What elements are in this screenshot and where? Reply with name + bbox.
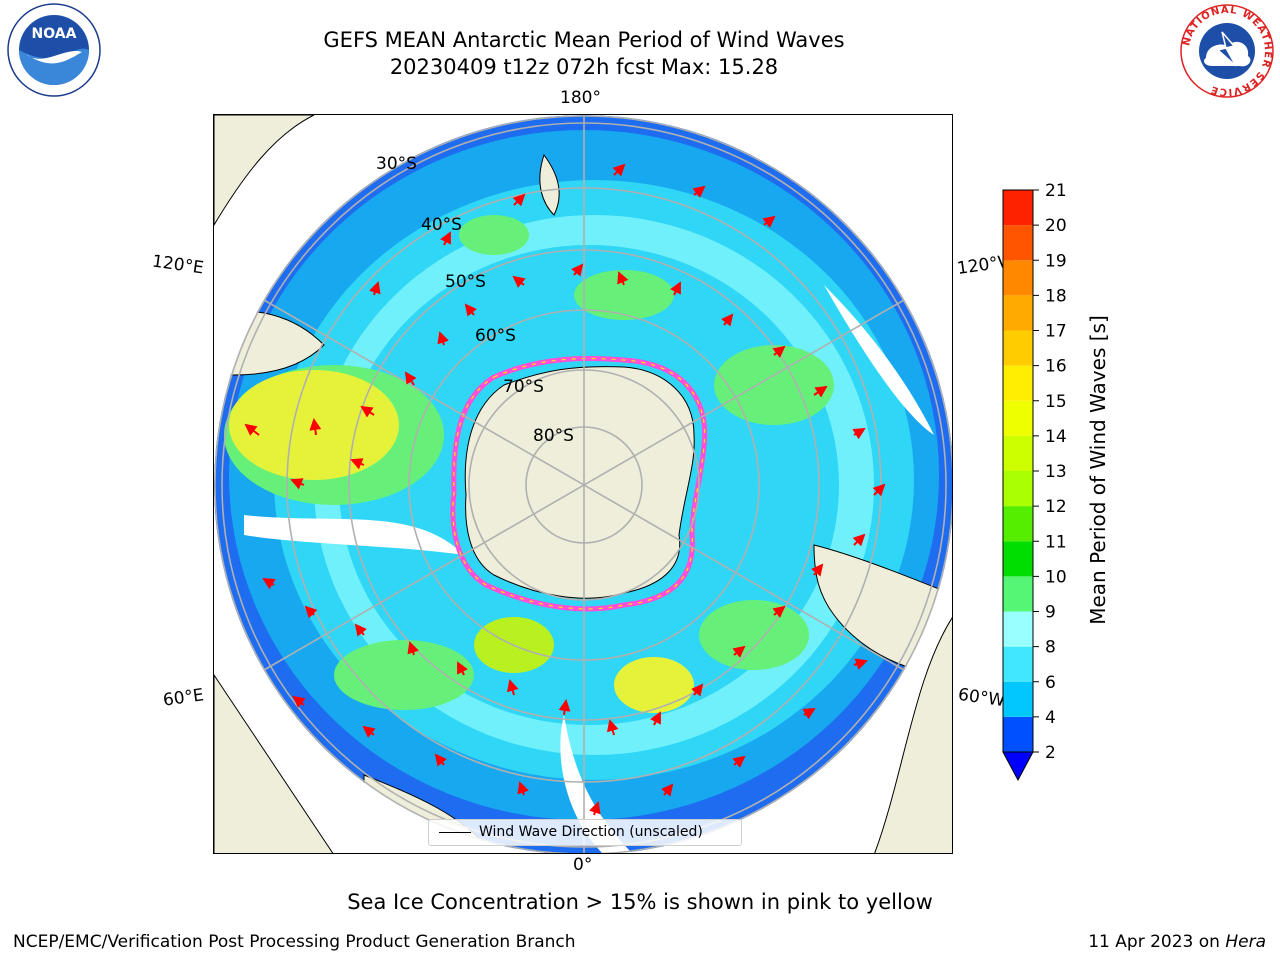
nws-logo: NATIONAL WEATHER SERVICE: [1180, 4, 1274, 98]
svg-text:NOAA: NOAA: [32, 26, 77, 42]
colorbar-swatch: [1003, 506, 1033, 542]
wind-wave-arrows: [244, 163, 886, 816]
colorbar-tick-label: 2: [1045, 743, 1056, 763]
colorbar-swatch: [1003, 400, 1033, 436]
footer-right: 11 Apr 2023 on Hera: [1088, 932, 1266, 952]
colorbar-ticks: 2 4 6 8 9 10 11 12 13 14 15 16 17 18 19 20 21: [1033, 181, 1067, 763]
lat-label-80: 80°S: [533, 426, 574, 446]
lon-label-top: 180°: [560, 88, 601, 108]
colorbar-tick-label: 11: [1045, 532, 1067, 552]
colorbar: 2 4 6 8 9 10 11 12 13 14 15 16 17 18 19 20 21: [1002, 181, 1067, 782]
land-corner-tl: [214, 115, 315, 226]
meridians: [263, 115, 905, 853]
colorbar-tick-label: 15: [1045, 392, 1067, 412]
colorbar-tick-label: 20: [1045, 216, 1067, 236]
colorbar-title: Mean Period of Wind Waves [s]: [1086, 315, 1110, 625]
footer-date: 11 Apr 2023 on: [1088, 932, 1220, 952]
colorbar-tick-label: 14: [1045, 427, 1067, 447]
sea-ice-note: Sea Ice Concentration > 15% is shown in …: [347, 890, 933, 914]
footer-machine: Hera: [1225, 932, 1266, 952]
new-zealand: [539, 153, 560, 216]
lon-label-upper-left: 120°E: [150, 251, 205, 279]
colorbar-tick-label: 21: [1045, 181, 1067, 201]
lon-label-bottom: 0°: [573, 855, 593, 875]
colorbar-tick-label: 9: [1045, 603, 1056, 623]
colorbar-extend-arrow: [1002, 751, 1034, 782]
colorbar-tick-label: 17: [1045, 322, 1067, 342]
colorbar-swatch: [1003, 471, 1033, 507]
legend-label: Wind Wave Direction (unscaled): [479, 824, 703, 840]
colorbar-tick-label: 19: [1045, 251, 1067, 271]
colorbar-tick-label: 10: [1045, 567, 1067, 587]
colorbar-swatch: [1003, 576, 1033, 612]
colorbar-swatches: [1002, 189, 1034, 782]
noaa-logo: NOAA: [7, 3, 101, 97]
colorbar-swatch: [1003, 435, 1033, 471]
colorbar-swatch: [1003, 681, 1033, 717]
colorbar-swatch: [1003, 716, 1033, 752]
land-corner-br: [874, 617, 952, 853]
colorbar-swatch: [1003, 295, 1033, 331]
lat-label-40: 40°S: [421, 215, 462, 235]
colorbar-tick-label: 12: [1045, 497, 1067, 517]
chart-title: GEFS MEAN Antarctic Mean Period of Wind …: [323, 28, 845, 52]
polar-map: 30°S 40°S 50°S 60°S 70°S 80°S Wind Wave …: [213, 114, 953, 854]
lon-label-lower-left: 60°E: [161, 685, 206, 711]
lat-label-30: 30°S: [376, 154, 417, 174]
colorbar-tick-label: 13: [1045, 462, 1067, 482]
colorbar-swatch: [1003, 365, 1033, 401]
colorbar-swatch: [1003, 646, 1033, 682]
colorbar-tick-label: 4: [1045, 708, 1056, 728]
colorbar-tick-label: 8: [1045, 638, 1056, 658]
colorbar-swatch: [1003, 611, 1033, 647]
land-corner-bl: [214, 674, 334, 853]
lat-label-50: 50°S: [445, 272, 486, 292]
chart-subtitle: 20230409 t12z 072h fcst Max: 15.28: [389, 55, 779, 79]
colorbar-swatch: [1003, 330, 1033, 366]
lat-label-70: 70°S: [503, 377, 544, 397]
colorbar-swatch: [1003, 260, 1033, 296]
colorbar-swatch: [1003, 225, 1033, 261]
colorbar-tick-label: 18: [1045, 286, 1067, 306]
map-svg: 30°S 40°S 50°S 60°S 70°S 80°S: [214, 115, 952, 853]
colorbar-swatch: [1003, 541, 1033, 577]
colorbar-tick-label: 6: [1045, 673, 1056, 693]
footer-left: NCEP/EMC/Verification Post Processing Pr…: [13, 932, 576, 952]
legend-line: [439, 832, 471, 833]
lat-label-60: 60°S: [475, 326, 516, 346]
colorbar-tick-label: 16: [1045, 357, 1067, 377]
colorbar-swatch: [1003, 190, 1033, 226]
map-legend: Wind Wave Direction (unscaled): [428, 819, 742, 846]
